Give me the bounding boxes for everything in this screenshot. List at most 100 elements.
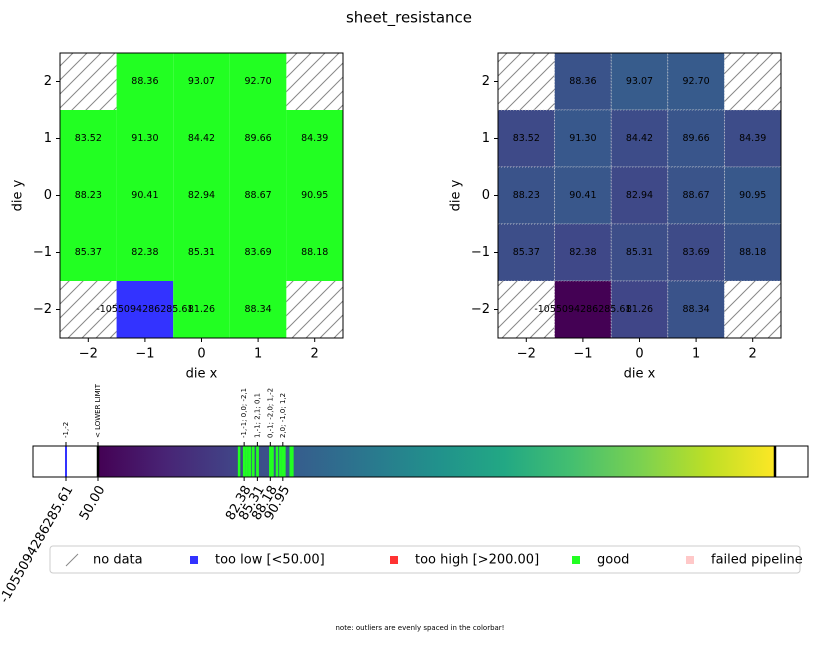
cell-label: 81.26: [188, 304, 215, 315]
legend-swatch: [190, 556, 198, 564]
cell-label: 82.38: [569, 247, 596, 258]
cell-label: 89.66: [244, 133, 271, 144]
cell: [60, 167, 117, 224]
no-data-cell: [498, 53, 555, 110]
cell: [724, 166, 782, 225]
cell-label: 88.36: [569, 76, 596, 87]
note: note: outliers are evenly spaced in the …: [336, 624, 505, 632]
y-tick-label: −2: [471, 302, 490, 317]
annotation: -1,-1; 0,0; -2,1: [240, 388, 248, 438]
cell-label: 85.37: [75, 247, 102, 258]
cell-label: 84.39: [739, 133, 766, 144]
no-data-cell: [286, 53, 343, 110]
cell-label: 93.07: [626, 76, 653, 87]
x-tick-label: −2: [79, 347, 98, 362]
annotation: 1,-1; 2,1; 0,1: [253, 393, 261, 438]
x-tick-label: 0: [635, 347, 643, 362]
x-axis-label: die x: [186, 367, 218, 382]
cell: [173, 53, 230, 110]
y-tick-label: 1: [482, 131, 490, 146]
cell-label: 90.95: [301, 190, 328, 201]
cell: [497, 223, 555, 282]
cell-label: 88.23: [513, 190, 540, 201]
cell: [554, 223, 612, 282]
legend-hatch: [65, 553, 79, 567]
cell-label: 84.42: [626, 133, 653, 144]
y-tick-label: 2: [482, 74, 490, 89]
legend-swatch: [686, 556, 694, 564]
cell: [116, 167, 174, 224]
cell-label: 93.07: [188, 76, 215, 87]
y-tick-label: −2: [33, 302, 52, 317]
cell-label: 92.70: [682, 76, 709, 87]
annotation: 2,0; -1,0; 1,2: [279, 393, 287, 438]
colorbar-gradient: [98, 446, 775, 477]
legend-label: too high [>200.00]: [415, 553, 539, 568]
legend-label: too low [<50.00]: [215, 553, 325, 568]
legend-label: no data: [93, 553, 143, 568]
cell-label: 82.38: [131, 247, 158, 258]
y-axis-label: die y: [449, 179, 464, 211]
cell-label: 84.42: [188, 133, 215, 144]
cell: [667, 223, 725, 282]
cell: [173, 224, 230, 281]
cell-label: 83.52: [75, 133, 102, 144]
no-data-cell: [724, 281, 781, 338]
cell: [610, 52, 669, 111]
cell: [610, 166, 669, 225]
cell: [610, 280, 669, 339]
cell-label: 81.26: [626, 304, 653, 315]
cell-label: 88.34: [244, 304, 271, 315]
cell-label: 88.67: [244, 190, 271, 201]
cell-label: 85.37: [513, 247, 540, 258]
cell-label: 89.66: [682, 133, 709, 144]
cell-label: 90.41: [131, 190, 158, 201]
x-tick-label: −1: [135, 347, 154, 362]
cell-label: 84.39: [301, 133, 328, 144]
cell: [229, 110, 287, 167]
cell: [116, 53, 174, 110]
no-data-cell: [60, 53, 117, 110]
cell-label: 91.30: [131, 133, 158, 144]
cell-label: 90.41: [569, 190, 596, 201]
cell: [497, 166, 555, 225]
x-tick-label: −2: [517, 347, 536, 362]
cell-label: 88.18: [739, 247, 766, 258]
legend-label: good: [597, 553, 629, 568]
y-tick-label: 1: [44, 131, 52, 146]
x-tick-label: −1: [573, 347, 592, 362]
x-tick-label: 1: [692, 347, 700, 362]
cell-label: 88.36: [131, 76, 158, 87]
cell-label: 88.18: [301, 247, 328, 258]
cell-label: -1055094286285.61: [534, 304, 631, 315]
x-tick-label: 1: [254, 347, 262, 362]
cell: [229, 281, 287, 338]
y-tick-label: 0: [44, 188, 52, 203]
cell: [667, 280, 725, 339]
cell-label: 82.94: [626, 190, 653, 201]
cell: [610, 109, 669, 168]
no-data-cell: [286, 281, 343, 338]
cell-label: 91.30: [569, 133, 596, 144]
legend-swatch: [572, 556, 580, 564]
cell: [116, 110, 174, 167]
cell: [610, 223, 669, 282]
colorbar-frame: [32, 445, 809, 478]
cell-label: 83.69: [244, 247, 271, 258]
legend-swatch: [390, 556, 398, 564]
cell: [116, 224, 174, 281]
colorbar-tick-label: -1055094286285.61: [0, 483, 76, 606]
cell: [229, 224, 287, 281]
annotation: < LOWER LIMIT: [94, 383, 102, 438]
y-tick-label: 0: [482, 188, 490, 203]
cell: [173, 110, 230, 167]
cell-label: 88.34: [682, 304, 709, 315]
cell-label: 88.23: [75, 190, 102, 201]
cell-label: 82.94: [188, 190, 215, 201]
cell: [229, 53, 287, 110]
y-tick-label: −1: [471, 245, 490, 260]
cell-label: 83.52: [513, 133, 540, 144]
cell: [286, 110, 343, 167]
cell: [173, 281, 230, 338]
